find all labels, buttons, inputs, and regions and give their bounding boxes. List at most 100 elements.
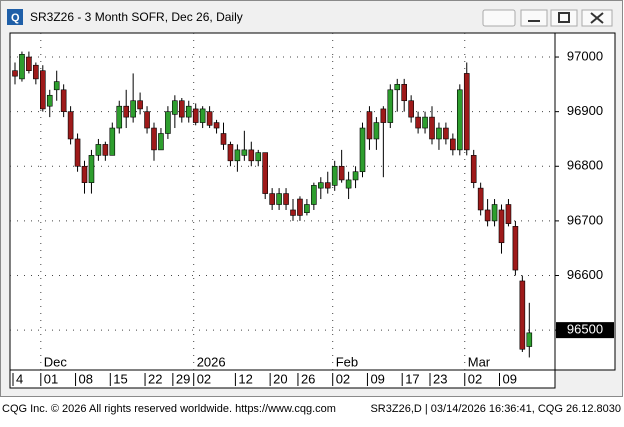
candle-body xyxy=(12,70,18,77)
candle-body xyxy=(463,73,470,151)
candle-body xyxy=(192,108,199,123)
candle-body xyxy=(283,193,289,205)
candle-body xyxy=(304,204,310,213)
candle-body xyxy=(317,182,324,189)
candle-body xyxy=(130,100,136,118)
month-label: 2026 xyxy=(197,354,226,369)
candle-body xyxy=(276,193,282,205)
x-tick-label: 20 xyxy=(273,371,287,386)
candle-body xyxy=(88,155,95,183)
window-title: SR3Z26 - 3 Month SOFR, Dec 26, Daily xyxy=(30,10,243,24)
x-tick-label: 22 xyxy=(148,371,162,386)
candle-body xyxy=(297,198,303,216)
candle-body xyxy=(116,105,123,129)
minimize-button[interactable] xyxy=(520,9,548,27)
x-tick-label: 12 xyxy=(238,371,252,386)
candle-body xyxy=(220,133,227,145)
candle-body xyxy=(380,108,387,123)
candle-body xyxy=(269,193,275,205)
candle-body xyxy=(491,204,498,222)
candle-body xyxy=(345,179,352,189)
y-tick-label: 97000 xyxy=(567,48,603,63)
candle-body xyxy=(401,84,408,102)
candle-body xyxy=(311,185,317,205)
app-icon xyxy=(7,9,23,25)
month-label: Feb xyxy=(336,354,358,369)
y-tick-label: 96800 xyxy=(567,158,603,173)
x-tick-label: 02 xyxy=(197,371,211,386)
x-tick-label: 09 xyxy=(370,371,384,386)
candle-body xyxy=(338,165,345,181)
candle-body xyxy=(290,209,296,216)
footer-right: SR3Z26,D | 03/14/2026 16:36:41, CQG 26.1… xyxy=(370,403,621,415)
candle-body xyxy=(477,187,484,211)
candle-body xyxy=(60,89,67,112)
candle-body xyxy=(255,152,262,162)
candle-body xyxy=(498,209,505,244)
plot-area xyxy=(9,32,556,371)
candle-body xyxy=(33,64,39,80)
link-button[interactable] xyxy=(482,9,516,27)
candle-body xyxy=(227,144,234,162)
x-tick-label: 4 xyxy=(16,371,23,386)
candle-body xyxy=(484,209,491,222)
candle-body xyxy=(137,100,143,110)
candle-body xyxy=(151,127,157,151)
candle-body xyxy=(505,204,512,224)
footer-left: CQG Inc. © 2026 All rights reserved worl… xyxy=(2,403,336,415)
candle-body xyxy=(324,182,331,189)
candle-body xyxy=(53,81,60,91)
candle-body xyxy=(429,116,435,140)
x-tick-label: 02 xyxy=(468,371,482,386)
candle-body xyxy=(387,89,394,123)
candle-body xyxy=(206,111,213,126)
y-tick-label: 96600 xyxy=(567,267,603,282)
candle-body xyxy=(331,165,338,186)
candle-body xyxy=(519,280,526,350)
candle-body xyxy=(144,111,150,129)
price-axis xyxy=(554,32,616,371)
x-tick-label: 23 xyxy=(433,371,447,386)
candle-body xyxy=(443,127,449,140)
app-icon-glyph: Q xyxy=(11,12,20,24)
x-tick-label: 01 xyxy=(44,371,58,386)
candle-body xyxy=(241,149,248,156)
candle-body xyxy=(470,155,477,183)
candle-body xyxy=(422,116,428,129)
maximize-icon xyxy=(558,12,570,23)
x-tick-label: 15 xyxy=(113,371,127,386)
candle-body xyxy=(185,105,192,118)
candle-body xyxy=(67,111,74,140)
candle-body xyxy=(95,144,102,156)
candle-body xyxy=(450,138,456,151)
maximize-button[interactable] xyxy=(550,9,578,27)
candle-body xyxy=(165,111,171,134)
candle-body xyxy=(109,127,116,156)
candle-body xyxy=(408,100,414,118)
candle-body xyxy=(359,127,366,173)
y-tick-label: 96700 xyxy=(567,212,603,227)
candle-body xyxy=(373,122,380,140)
candle-body xyxy=(234,149,241,162)
month-label: Dec xyxy=(44,354,68,369)
candle-body xyxy=(262,152,269,194)
candle-body xyxy=(213,122,220,129)
candle-body xyxy=(456,89,463,151)
candle-body xyxy=(81,165,88,183)
close-icon xyxy=(590,12,604,24)
x-tick-label: 08 xyxy=(79,371,93,386)
candle-body xyxy=(26,56,32,71)
candle-body xyxy=(366,111,373,140)
x-tick-label: 26 xyxy=(301,371,315,386)
candle-body xyxy=(158,133,164,151)
candle-body xyxy=(102,144,109,156)
candle-body xyxy=(74,138,81,167)
candle-body xyxy=(172,100,178,115)
candle-body xyxy=(46,94,53,107)
candle-body xyxy=(123,105,129,118)
last-price-box xyxy=(556,322,614,339)
candle-body xyxy=(512,226,519,271)
candle-body xyxy=(526,332,533,347)
last-price-label: 96500 xyxy=(567,322,603,337)
